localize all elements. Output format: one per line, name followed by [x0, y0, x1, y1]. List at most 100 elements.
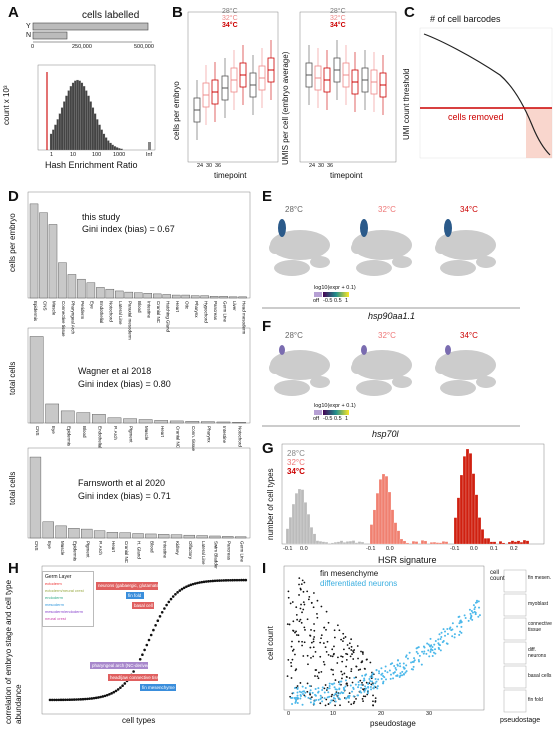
i-point-neuron [309, 692, 311, 694]
i-point-fin [307, 655, 309, 657]
i-point-fin [341, 678, 343, 680]
i-point-neuron [378, 672, 380, 674]
i-point-neuron [304, 692, 306, 694]
i-point-neuron [372, 672, 374, 674]
i-point-neuron [476, 601, 478, 603]
i-point-neuron [357, 686, 359, 688]
i-xtick-10: 10 [330, 711, 336, 717]
i-point-fin [313, 623, 315, 625]
i-point-fin [323, 642, 325, 644]
i-point-fin [362, 651, 364, 653]
i-point-fin [304, 604, 306, 606]
i-point-fin [358, 669, 360, 671]
i-point-fin [343, 673, 345, 675]
i-side-4: diff. neurons [528, 647, 553, 659]
i-point-neuron [333, 697, 335, 699]
i-point-neuron [367, 690, 369, 692]
i-point-neuron [320, 695, 322, 697]
i-point-neuron [444, 631, 446, 633]
i-point-neuron [347, 697, 349, 699]
i-point-neuron [411, 668, 413, 670]
i-point-neuron [377, 678, 379, 680]
i-point-neuron [385, 666, 387, 668]
i-point-neuron [327, 691, 329, 693]
i-point-neuron [296, 691, 298, 693]
i-point-neuron [430, 651, 432, 653]
i-point-neuron [478, 607, 480, 609]
i-point-neuron [385, 678, 387, 680]
i-point-neuron [406, 670, 408, 672]
i-point-fin [353, 649, 355, 651]
i-point-neuron [368, 678, 370, 680]
i-point-fin [353, 652, 355, 654]
i-point-fin [369, 662, 371, 664]
i-point-neuron [469, 609, 471, 611]
i-point-fin [303, 601, 305, 603]
i-point-fin [292, 620, 294, 622]
i-point-neuron [321, 689, 323, 691]
i-point-fin [295, 606, 297, 608]
i-point-fin [310, 657, 312, 659]
i-point-fin [313, 592, 315, 594]
i-point-fin [332, 655, 334, 657]
i-point-neuron [456, 626, 458, 628]
i-point-fin [325, 699, 327, 701]
i-point-fin [323, 661, 325, 663]
i-point-fin [307, 663, 309, 665]
i-point-fin [312, 655, 314, 657]
i-point-fin [360, 662, 362, 664]
i-point-fin [355, 665, 357, 667]
i-point-fin [326, 611, 328, 613]
i-point-fin [352, 682, 354, 684]
i-point-neuron [335, 701, 337, 703]
i-point-neuron [449, 626, 451, 628]
i-point-fin [325, 646, 327, 648]
i-point-fin [364, 695, 366, 697]
i-point-fin [289, 624, 291, 626]
i-point-neuron [381, 673, 383, 675]
i-point-neuron [312, 692, 314, 694]
i-point-fin [332, 674, 334, 676]
i-point-neuron [373, 687, 375, 689]
i-point-fin [363, 695, 365, 697]
i-point-neuron [395, 675, 397, 677]
i-point-neuron [473, 608, 475, 610]
i-point-neuron [464, 614, 466, 616]
i-point-neuron [460, 632, 462, 634]
i-point-neuron [414, 659, 416, 661]
i-point-neuron [474, 606, 476, 608]
i-point-fin [303, 591, 305, 593]
i-point-fin [339, 704, 341, 706]
i-point-fin [318, 672, 320, 674]
i-xtick-30: 30 [426, 711, 432, 717]
i-point-fin [349, 692, 351, 694]
i-point-neuron [478, 600, 480, 602]
i-point-fin [333, 646, 335, 648]
i-point-fin [375, 700, 377, 702]
i-point-neuron [440, 636, 442, 638]
i-point-neuron [443, 628, 445, 630]
i-point-fin [303, 626, 305, 628]
i-point-neuron [421, 651, 423, 653]
i-point-neuron [441, 632, 443, 634]
i-point-neuron [403, 666, 405, 668]
i-point-fin [288, 590, 290, 592]
i-point-fin [362, 700, 364, 702]
i-point-fin [320, 637, 322, 639]
i-point-neuron [403, 663, 405, 665]
i-point-neuron [342, 692, 344, 694]
i-point-neuron [417, 653, 419, 655]
i-point-fin [372, 695, 374, 697]
i-point-fin [345, 636, 347, 638]
i-point-neuron [297, 702, 299, 704]
i-point-neuron [389, 670, 391, 672]
i-point-fin [313, 606, 315, 608]
i-point-neuron [421, 664, 423, 666]
i-point-neuron [291, 703, 293, 705]
i-point-fin [346, 659, 348, 661]
i-point-fin [351, 653, 353, 655]
i-point-neuron [353, 688, 355, 690]
i-point-fin [325, 684, 327, 686]
i-point-neuron [290, 697, 292, 699]
i-point-fin [324, 664, 326, 666]
